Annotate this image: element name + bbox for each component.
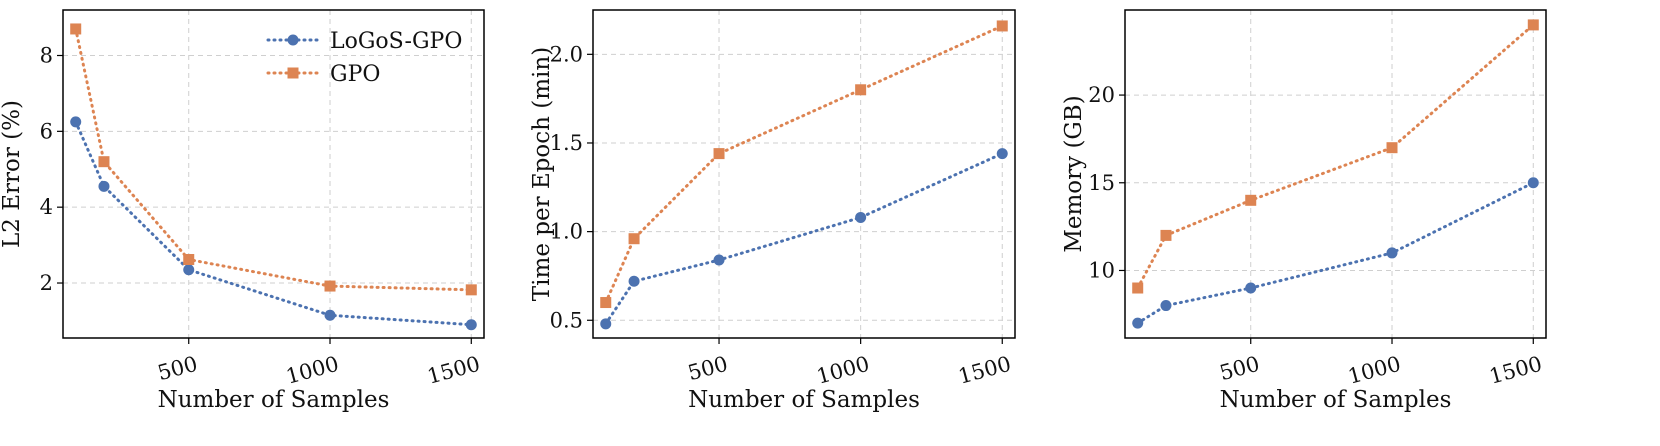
legend-label: GPO [330, 62, 380, 87]
y-axis-title: Time per Epoch (min) [529, 47, 555, 301]
x-tick-label: 500 [1217, 352, 1262, 386]
data-point [1160, 300, 1172, 312]
plot-frame [62, 9, 485, 339]
x-axis-title: Number of Samples [688, 387, 920, 413]
data-point [465, 284, 477, 296]
panel-time-per-epoch: 0.5 1.0 1.5 2.0 500 1000 1500 Number of Samples… [529, 9, 1016, 413]
y-tick-label: 2 [40, 271, 53, 295]
legend-marker [287, 67, 299, 79]
data-point [628, 233, 640, 245]
plot-frame [1124, 9, 1547, 339]
x-axis-title: Number of Samples [158, 387, 390, 413]
data-point [600, 318, 612, 330]
data-point [996, 20, 1008, 32]
data-point [1245, 282, 1257, 294]
data-point [1527, 19, 1539, 31]
x-tick-label: 1000 [283, 352, 341, 389]
series-line-gpo [1136, 23, 1535, 290]
data-point [324, 309, 336, 321]
x-tick-label: 1500 [425, 352, 483, 389]
x-tick-label: 1000 [814, 352, 872, 389]
y-tick-label: 2.0 [550, 42, 583, 66]
data-point [1527, 177, 1539, 189]
data-point [713, 254, 725, 266]
y-tick-label: 0.5 [550, 308, 583, 332]
data-point [1160, 229, 1172, 241]
data-point [70, 23, 82, 35]
data-point [1386, 247, 1398, 259]
y-axis-title: L2 Error (%) [0, 100, 25, 248]
data-point [1132, 282, 1144, 294]
y-tick-label: 10 [1088, 258, 1115, 282]
legend-label: LoGoS-GPO [330, 29, 462, 54]
series-line-gpo [74, 27, 473, 292]
panel-l2-error: 2 4 6 8 500 1000 1500 Number of Samples L2 Error… [0, 9, 485, 413]
y-tick-label: 8 [40, 44, 53, 68]
y-tick-label: 20 [1088, 83, 1115, 107]
data-point [98, 156, 110, 168]
y-tick-label: 6 [40, 119, 53, 143]
series-line-gpo [604, 24, 1004, 305]
data-point [183, 264, 195, 276]
data-point [600, 297, 612, 309]
x-tick-label: 1500 [1487, 352, 1545, 389]
x-axis-title: Number of Samples [1220, 387, 1452, 413]
data-point [628, 275, 640, 287]
data-point [996, 148, 1008, 160]
series-line-logos-gpo [74, 120, 473, 327]
data-point [183, 254, 195, 266]
data-point [855, 84, 867, 96]
series-line-logos-gpo [604, 152, 1004, 326]
y-tick-label: 1.5 [550, 131, 583, 155]
plot-frame [592, 9, 1016, 339]
data-point [465, 319, 477, 331]
data-point [855, 211, 867, 223]
y-axis-title: Memory (GB) [1061, 95, 1087, 252]
x-tick-label: 1500 [956, 352, 1014, 389]
panel-memory: 10 15 20 500 1000 1500 Number of Samples Memory… [1061, 9, 1547, 413]
data-point [1386, 142, 1398, 154]
series-line-logos-gpo [1136, 181, 1535, 325]
data-point [1132, 317, 1144, 329]
x-tick-label: 500 [685, 352, 730, 386]
data-point [98, 180, 110, 192]
x-tick-label: 1000 [1345, 352, 1403, 389]
data-point [324, 280, 336, 292]
data-point [713, 148, 725, 160]
data-point [70, 116, 82, 128]
y-tick-label: 1.0 [550, 220, 583, 244]
y-tick-label: 15 [1088, 171, 1115, 195]
legend-marker [287, 34, 299, 46]
y-tick-label: 4 [40, 195, 53, 219]
data-point [1245, 194, 1257, 206]
x-tick-label: 500 [155, 352, 200, 386]
